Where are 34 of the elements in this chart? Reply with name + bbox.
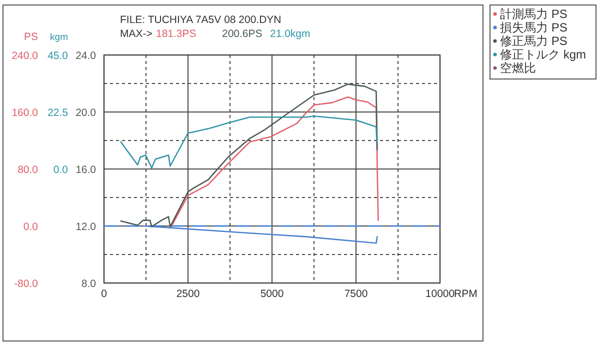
y3-tick-label: 8.0	[81, 278, 96, 290]
y2-tick-label: 22.5	[48, 107, 68, 119]
line-series	[170, 96, 379, 228]
y3-tick-label: 20.0	[76, 107, 96, 119]
y3-tick-label: 24.0	[76, 50, 96, 62]
line-series	[120, 115, 378, 169]
legend-label: 修正トルク kgm	[500, 48, 586, 62]
y-tick-label: 160.0	[12, 107, 38, 119]
line-series	[120, 84, 378, 228]
x-tick-label: 0	[101, 288, 108, 300]
legend-label: 損失馬力 PS	[500, 20, 568, 34]
y-tick-label: 0.0	[23, 221, 38, 233]
x-tick-label: 5000	[260, 288, 284, 300]
legend-label: 空燃比	[500, 61, 536, 75]
x-tick-label: 2500	[176, 288, 200, 300]
x-axis-title: RPM	[454, 288, 478, 300]
x-tick-label: 10000	[425, 288, 455, 300]
y3-tick-label: 16.0	[76, 164, 96, 176]
x-tick-label: 7500	[344, 288, 368, 300]
y2-axis-title: kgm	[50, 32, 68, 43]
legend-label: 計測馬力 PS	[500, 7, 568, 21]
text: 21.0kgm	[270, 28, 311, 40]
y-axis-title: PS	[24, 31, 38, 43]
chart-title: FILE: TUCHIYA 7A5V 08 200.DYN	[120, 14, 282, 26]
text: 200.6PS	[222, 28, 262, 40]
legend-label: 修正馬力 PS	[500, 34, 568, 48]
chart-subtitle: MAX->	[120, 28, 152, 40]
text: 181.3PS	[156, 28, 196, 40]
y2-tick-label: 0.0	[53, 164, 68, 176]
y3-tick-label: 12.0	[76, 221, 96, 233]
y2-tick-label: 45.0	[48, 50, 68, 62]
y-tick-label: 240.0	[12, 50, 38, 62]
y-tick-label: 80.0	[18, 164, 38, 176]
y-tick-label: -80.0	[14, 278, 38, 290]
